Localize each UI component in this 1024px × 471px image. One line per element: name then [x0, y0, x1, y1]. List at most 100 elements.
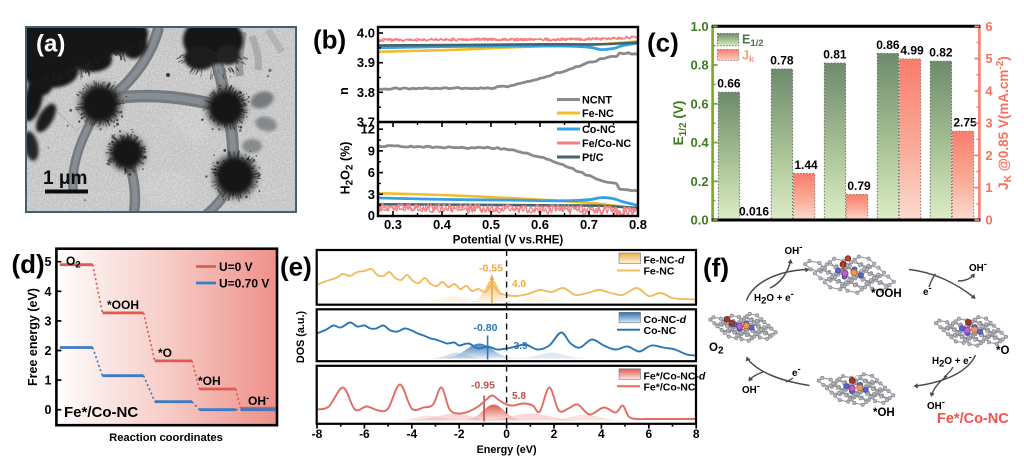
- svg-text:OH-: OH-: [927, 397, 945, 412]
- svg-text:e-: e-: [792, 364, 801, 379]
- svg-text:OH-: OH-: [969, 259, 987, 274]
- svg-text:1.44: 1.44: [794, 158, 818, 172]
- svg-text:0: 0: [503, 427, 510, 441]
- svg-text:0.2: 0.2: [691, 174, 709, 189]
- svg-text:(f): (f): [703, 253, 729, 283]
- svg-text:0.6: 0.6: [531, 217, 549, 232]
- svg-text:(d): (d): [12, 249, 45, 279]
- svg-text:9: 9: [368, 143, 375, 158]
- svg-text:U=0 V: U=0 V: [219, 260, 253, 274]
- svg-text:(a): (a): [36, 31, 65, 58]
- svg-text:Pt/C: Pt/C: [582, 152, 604, 164]
- svg-text:0.81: 0.81: [823, 48, 847, 62]
- svg-text:(e): (e): [280, 252, 312, 282]
- svg-text:0.8: 0.8: [629, 217, 647, 232]
- svg-text:*OOH: *OOH: [871, 288, 902, 300]
- svg-text:0.82: 0.82: [929, 46, 953, 60]
- svg-text:2.75: 2.75: [953, 116, 977, 130]
- svg-text:6: 6: [368, 165, 375, 180]
- svg-text:E1/2 (V): E1/2 (V): [671, 101, 689, 146]
- svg-text:3.9: 3.9: [514, 341, 528, 352]
- svg-text:0.7: 0.7: [580, 217, 598, 232]
- svg-text:2: 2: [551, 427, 558, 441]
- svg-text:*OOH: *OOH: [107, 298, 139, 312]
- svg-text:Fe-NC: Fe-NC: [582, 108, 614, 120]
- svg-text:Fe/Co-NC: Fe/Co-NC: [582, 138, 631, 150]
- svg-text:E1/2: E1/2: [742, 33, 764, 50]
- svg-text:(b): (b): [313, 25, 346, 55]
- svg-text:DOS (a.u.): DOS (a.u.): [295, 311, 307, 364]
- svg-text:4: 4: [598, 427, 605, 441]
- svg-text:0.66: 0.66: [717, 77, 741, 91]
- svg-text:Free energy (eV): Free energy (eV): [26, 288, 40, 386]
- svg-text:0.4: 0.4: [691, 135, 710, 150]
- svg-text:3: 3: [44, 314, 51, 328]
- svg-text:Fe*/Co-NC: Fe*/Co-NC: [64, 404, 138, 421]
- svg-text:5: 5: [44, 255, 51, 269]
- svg-text:*O: *O: [158, 346, 172, 360]
- svg-text:-8: -8: [312, 427, 323, 441]
- svg-text:H2O + e-: H2O + e-: [754, 289, 794, 307]
- svg-text:4: 4: [985, 83, 993, 98]
- svg-text:Co-NC: Co-NC: [582, 124, 616, 136]
- svg-text:Fe*/Co-NC: Fe*/Co-NC: [644, 381, 696, 393]
- svg-text:-0.95: -0.95: [471, 380, 495, 392]
- svg-text:Potential (V vs.RHE): Potential (V vs.RHE): [453, 235, 564, 247]
- svg-text:OH-: OH-: [248, 393, 269, 408]
- svg-text:1: 1: [44, 374, 51, 388]
- svg-text:2: 2: [985, 148, 992, 163]
- svg-text:1.0: 1.0: [691, 19, 709, 34]
- svg-text:6: 6: [985, 19, 992, 34]
- svg-text:-6: -6: [359, 427, 370, 441]
- svg-text:0: 0: [985, 213, 992, 228]
- svg-text:5.8: 5.8: [512, 391, 526, 402]
- svg-text:0.79: 0.79: [847, 179, 871, 193]
- svg-text:OH-: OH-: [785, 242, 803, 257]
- svg-text:0.0: 0.0: [691, 213, 709, 228]
- svg-text:*OH: *OH: [198, 374, 221, 388]
- svg-text:0: 0: [44, 403, 51, 417]
- svg-text:0.5: 0.5: [482, 217, 500, 232]
- svg-text:NCNT: NCNT: [582, 94, 612, 106]
- svg-text:-2: -2: [454, 427, 465, 441]
- svg-text:*OH: *OH: [873, 407, 895, 419]
- svg-text:0.6: 0.6: [691, 96, 709, 111]
- svg-text:Fe-NC: Fe-NC: [644, 266, 675, 278]
- svg-text:0: 0: [368, 208, 375, 223]
- svg-text:0.016: 0.016: [739, 205, 769, 219]
- svg-text:3.9: 3.9: [357, 55, 375, 70]
- svg-text:0.78: 0.78: [770, 53, 794, 67]
- svg-text:*O: *O: [996, 345, 1009, 357]
- svg-text:Energy (eV): Energy (eV): [477, 444, 537, 456]
- svg-text:O2: O2: [709, 342, 724, 357]
- svg-text:4.99: 4.99: [900, 43, 924, 57]
- svg-text:-0.55: -0.55: [479, 263, 503, 275]
- svg-text:1: 1: [985, 180, 992, 195]
- svg-text:2: 2: [44, 344, 51, 358]
- svg-text:H2O2 (%): H2O2 (%): [339, 142, 356, 195]
- svg-text:(c): (c): [647, 28, 679, 58]
- svg-text:8: 8: [693, 427, 700, 441]
- svg-text:4.0: 4.0: [357, 26, 375, 41]
- svg-text:3.8: 3.8: [357, 85, 375, 100]
- svg-text:4.0: 4.0: [512, 279, 526, 290]
- svg-text:0.4: 0.4: [433, 217, 452, 232]
- svg-text:6: 6: [645, 427, 652, 441]
- svg-text:0.3: 0.3: [384, 217, 402, 232]
- svg-text:U=0.70 V: U=0.70 V: [219, 277, 269, 291]
- svg-text:Reaction coordinates: Reaction coordinates: [109, 432, 223, 444]
- svg-text:Co-NC: Co-NC: [644, 325, 677, 337]
- svg-text:3: 3: [368, 187, 375, 202]
- svg-text:n: n: [337, 87, 351, 95]
- svg-text:1 μm: 1 μm: [43, 168, 87, 189]
- svg-text:-4: -4: [406, 427, 417, 441]
- svg-text:12: 12: [361, 122, 375, 137]
- svg-text:4: 4: [44, 285, 51, 299]
- svg-text:-0.80: -0.80: [474, 322, 498, 334]
- svg-text:0.86: 0.86: [876, 38, 900, 52]
- svg-text:JK @0.85 V(mA.cm-2): JK @0.85 V(mA.cm-2): [995, 56, 1014, 190]
- svg-text:0.8: 0.8: [691, 58, 709, 73]
- svg-text:5: 5: [985, 51, 992, 66]
- svg-text:OH-: OH-: [742, 381, 760, 396]
- svg-text:Jk: Jk: [742, 49, 755, 66]
